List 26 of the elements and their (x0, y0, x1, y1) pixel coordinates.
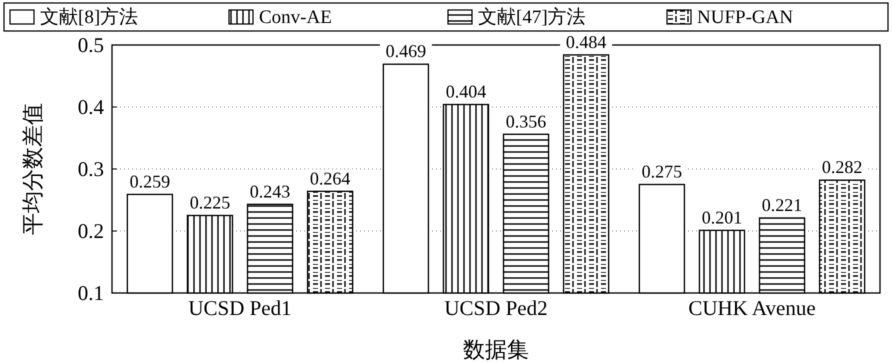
y-tick-label: 0.5 (78, 33, 104, 57)
data-label: 0.404 (446, 82, 486, 102)
x-tick-label: CUHK Avenue (688, 296, 816, 320)
data-label: 0.484 (566, 32, 606, 52)
x-tick-label: UCSD Ped1 (188, 296, 292, 320)
y-tick-label: 0.2 (78, 219, 104, 243)
data-label: 0.225 (190, 192, 230, 212)
data-label: 0.356 (506, 111, 546, 132)
legend-label: NUFP-GAN (697, 7, 794, 28)
data-label: 0.243 (250, 181, 290, 202)
x-axis-title: 数据集 (463, 337, 529, 362)
data-label: 0.201 (702, 207, 742, 228)
y-tick-label: 0.1 (78, 281, 104, 305)
data-label: 0.264 (310, 168, 350, 188)
data-label: 0.469 (386, 41, 426, 62)
data-label: 0.275 (642, 162, 682, 182)
y-axis-title: 平均分数差值 (20, 103, 45, 235)
legend-label: 文献[47]方法 (478, 6, 586, 28)
y-tick-label: 0.3 (78, 157, 104, 181)
legend-label: Conv-AE (259, 7, 332, 28)
x-tick-label: UCSD Ped2 (444, 296, 548, 320)
data-label: 0.282 (822, 157, 862, 178)
y-tick-label: 0.4 (78, 95, 104, 119)
data-label: 0.259 (130, 171, 170, 192)
data-label: 0.221 (762, 194, 802, 215)
legend-label: 文献[8]方法 (40, 6, 138, 28)
